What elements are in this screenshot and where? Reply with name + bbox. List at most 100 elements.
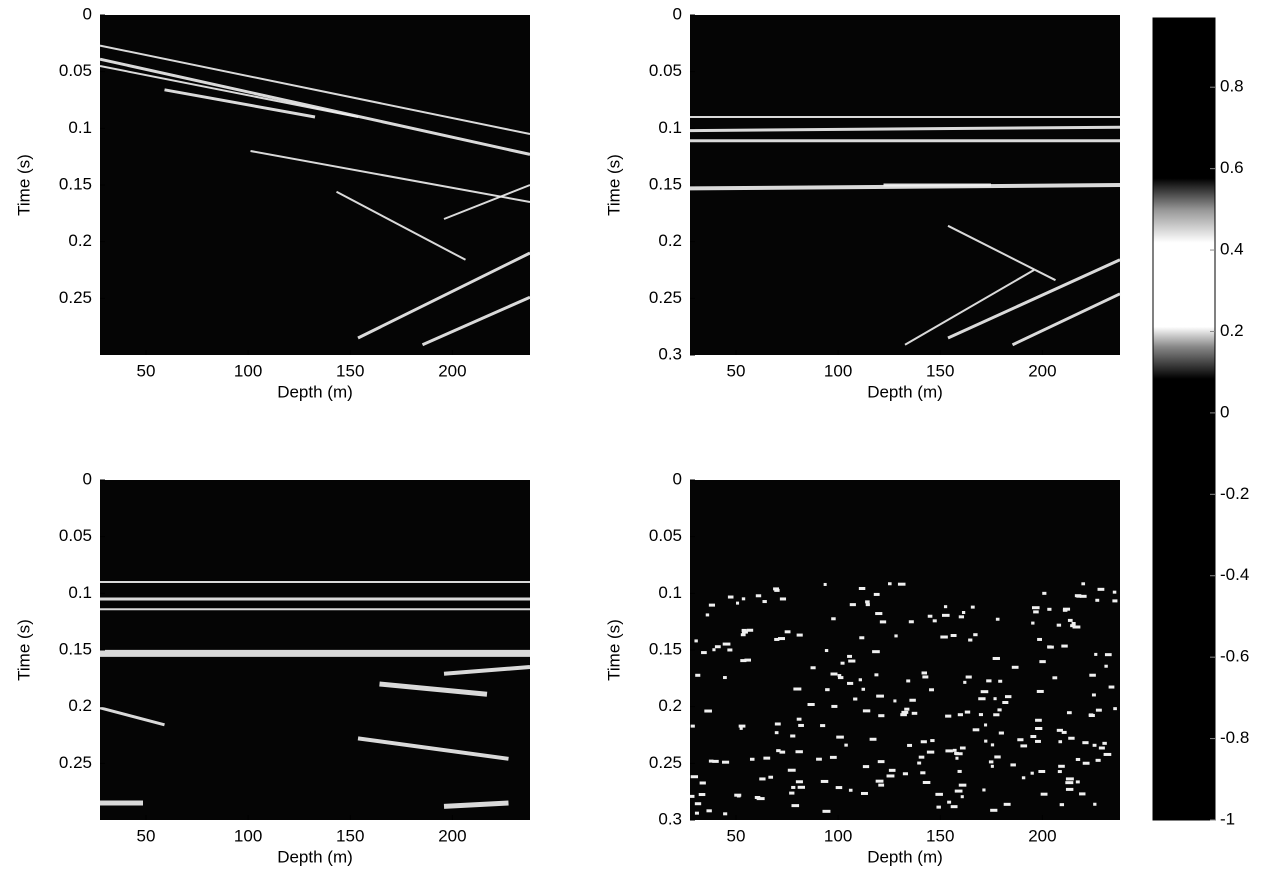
reflection (848, 788, 853, 792)
reflection (955, 752, 963, 756)
y-tick-label: 0.05 (59, 61, 92, 80)
reflection (689, 183, 1121, 191)
reflection (756, 797, 765, 801)
reflection (443, 800, 509, 809)
reflection (1037, 637, 1042, 641)
reflection (980, 690, 989, 694)
reflection (1056, 623, 1062, 627)
reflection (873, 592, 880, 596)
reflection (1061, 730, 1067, 734)
x-tick-label: 100 (824, 826, 852, 845)
reflection (1010, 763, 1016, 767)
reflection (945, 749, 953, 753)
reflection (997, 708, 1002, 712)
reflection (1030, 735, 1037, 739)
reflection (1058, 764, 1065, 768)
reflection (963, 680, 967, 684)
x-tick-label: 150 (926, 361, 954, 380)
reflection (1104, 664, 1108, 668)
reflection (722, 760, 730, 764)
y-tick-label: 0.15 (59, 639, 92, 658)
reflection (1065, 777, 1074, 781)
reflection (918, 755, 925, 759)
reflection (920, 740, 927, 744)
reflection (704, 709, 712, 713)
reflection (964, 710, 971, 714)
reflection (865, 603, 870, 607)
reflection (759, 777, 766, 781)
reflection (1020, 744, 1028, 748)
y-tick-label: 0.2 (68, 696, 92, 715)
reflection (1031, 621, 1035, 625)
reflection (1091, 693, 1096, 697)
reflection (957, 713, 963, 717)
reflection (1103, 752, 1112, 756)
reflection (922, 675, 929, 679)
reflection (798, 723, 804, 727)
reflection (791, 804, 800, 808)
reflection (1068, 736, 1075, 740)
reflection (887, 582, 892, 586)
reflection (1093, 802, 1097, 806)
x-tick-label: 100 (234, 826, 262, 845)
panel: 50 100 150 200 0 0.05 0.1 0.15 0.2 0.25 Depth (m) T… (14, 4, 531, 401)
reflection (793, 687, 802, 691)
reflection (831, 617, 836, 621)
reflection (858, 678, 862, 682)
reflection (978, 713, 983, 717)
reflection (1058, 740, 1063, 744)
reflection (741, 628, 747, 632)
reflection (796, 717, 802, 721)
reflection (1039, 660, 1046, 664)
reflection (869, 737, 877, 741)
reflection (727, 595, 734, 599)
colorbar-tick-label: 0 (1220, 402, 1229, 421)
reflection (950, 805, 958, 809)
reflection (1071, 621, 1076, 625)
reflection (810, 666, 816, 670)
reflection (1074, 594, 1082, 598)
reflection (741, 597, 746, 601)
x-axis-label: Depth (m) (277, 382, 353, 401)
reflection (859, 636, 865, 640)
reflection (1082, 741, 1089, 745)
reflection (998, 731, 1004, 735)
y-tick-label: 0.05 (649, 61, 682, 80)
reflection (774, 722, 781, 726)
colorbar: -1 -0.8 -0.6 -0.4 -0.2 0 0.2 0.4 0.6 0.8 (1152, 17, 1249, 828)
reflection (908, 620, 914, 624)
reflection (722, 642, 731, 646)
reflection (957, 769, 962, 773)
x-axis-label: Depth (m) (867, 847, 943, 866)
reflection (1061, 644, 1068, 648)
reflection (99, 57, 531, 156)
reflection (995, 617, 1000, 621)
reflection (906, 679, 911, 683)
reflection (701, 651, 707, 655)
reflection (796, 633, 803, 637)
reflection (911, 711, 918, 715)
x-tick-label: 150 (336, 361, 364, 380)
reflection (909, 698, 916, 702)
reflection (876, 694, 884, 698)
reflection (791, 785, 796, 789)
reflection (947, 800, 952, 804)
reflection (829, 755, 837, 759)
reflection (1067, 618, 1073, 622)
colorbar-gradient (1152, 17, 1216, 821)
y-axis-label: Time (s) (604, 154, 623, 216)
reflection (1031, 606, 1040, 610)
y-tick-label: 0.2 (658, 231, 682, 250)
reflection (773, 587, 779, 591)
reflection (973, 633, 978, 637)
reflection (990, 764, 994, 768)
reflection (1056, 728, 1063, 732)
reflection (738, 724, 746, 728)
y-tick-label: 0.25 (649, 288, 682, 307)
reflection (1108, 685, 1115, 689)
y-tick-label: 0.05 (59, 526, 92, 545)
colorbar-tick-label: -0.4 (1220, 565, 1249, 584)
y-tick-label: 0.3 (658, 344, 682, 363)
reflection (784, 630, 791, 634)
y-tick-label: 0.1 (68, 118, 92, 137)
